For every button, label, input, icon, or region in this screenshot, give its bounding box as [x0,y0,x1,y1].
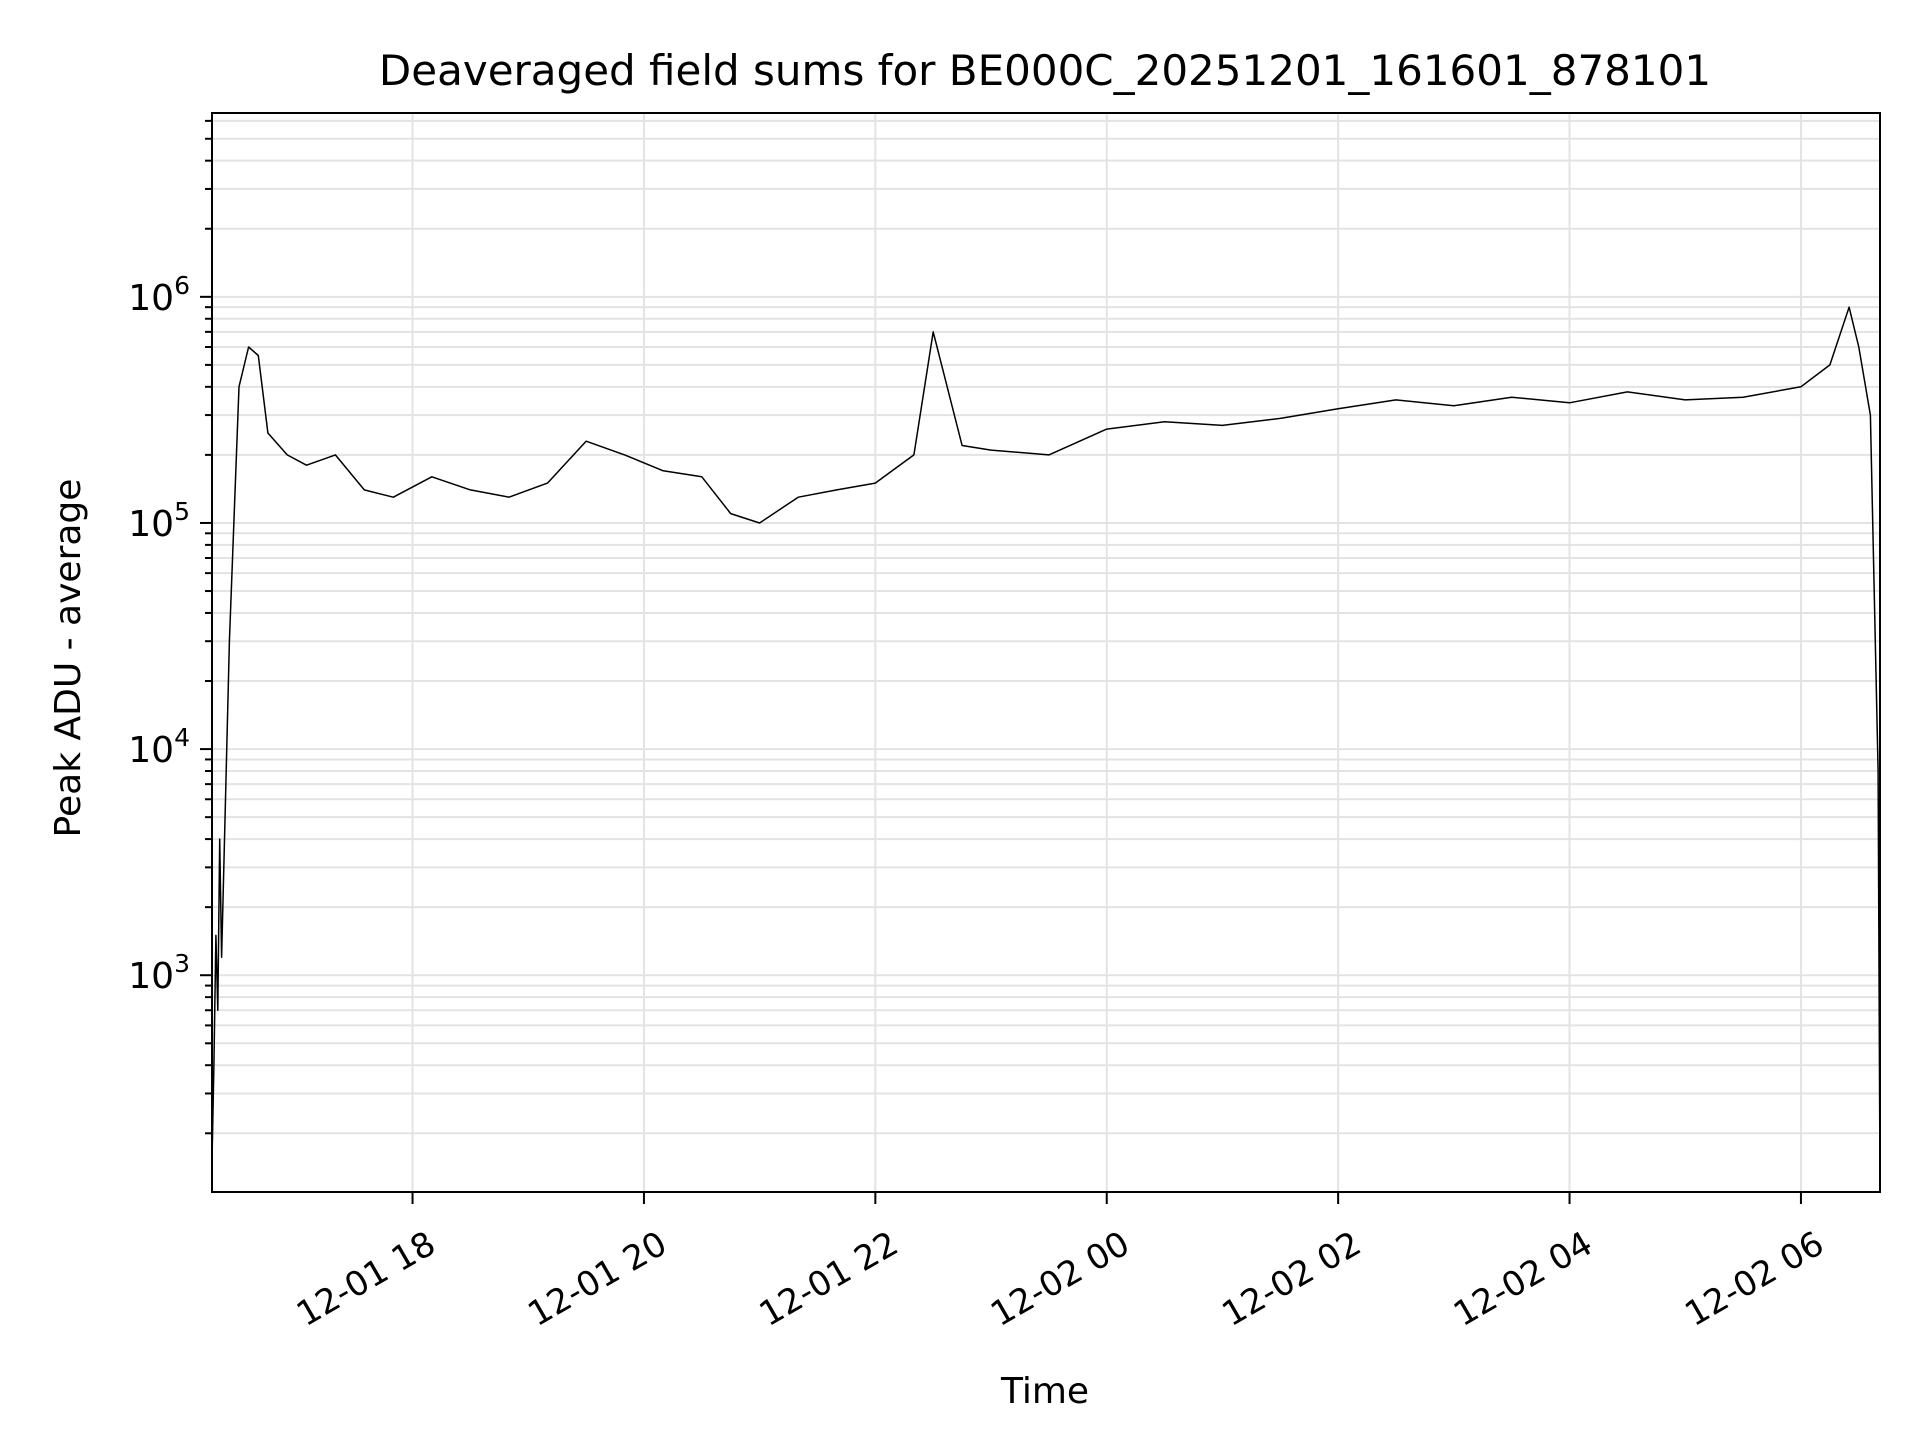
chart-title: Deaveraged field sums for BE000C_2025120… [379,46,1711,95]
y-tick-label: 106 [128,271,190,319]
series-line [211,306,1881,1184]
grid [212,113,1880,1192]
y-tick-label: 104 [128,723,190,771]
plot-frame [211,112,1881,1193]
y-tick-label: 103 [128,949,190,997]
y-axis-label: Peak ADU - average [48,479,89,838]
y-tick-label: 105 [128,497,190,545]
plot-area [211,306,1881,1184]
x-axis-label: Time [1000,1371,1089,1412]
y-axis: 103 104 105 106 [128,119,212,1135]
